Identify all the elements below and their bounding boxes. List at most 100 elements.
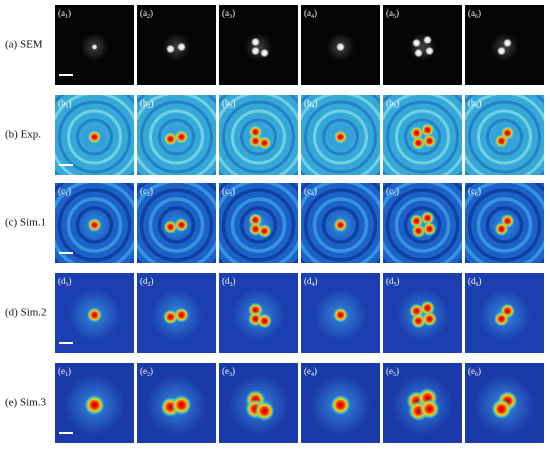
image-content xyxy=(68,289,121,341)
panel-label: (b6) xyxy=(468,98,482,110)
image-content xyxy=(137,183,216,263)
panel-label-main: (e xyxy=(58,366,65,376)
panel-label-main: (a xyxy=(304,8,311,18)
panel-label-main: (c xyxy=(304,186,311,196)
fringe-ring xyxy=(75,206,114,244)
fringe-ring xyxy=(485,206,524,244)
hotspot xyxy=(174,130,189,144)
panel-label-close: ) xyxy=(314,8,317,18)
panel-label: (d2) xyxy=(140,276,154,288)
row-label: (c) Sim.1 xyxy=(5,217,46,229)
image-content xyxy=(232,289,285,341)
fringe-ring xyxy=(403,206,442,244)
image-content xyxy=(80,33,109,61)
panel-label-sub: 3 xyxy=(229,372,232,378)
fringe-ring xyxy=(303,188,378,262)
particle xyxy=(260,48,269,58)
image-content xyxy=(408,33,437,61)
panel-image: (b5) xyxy=(383,95,462,175)
fringe-ring xyxy=(394,197,451,253)
panel-label-close: ) xyxy=(69,98,72,108)
panel-image: (c1) xyxy=(55,183,134,263)
panel-row: (a) SEM(a1) (a2) (a3) (a4) (a5) (a6) xyxy=(5,5,544,85)
panel-image: (b4) xyxy=(301,95,380,175)
hotspot xyxy=(87,218,102,232)
particle xyxy=(166,44,175,54)
hotspot xyxy=(491,399,512,419)
panel-label-sub: 1 xyxy=(65,372,68,378)
hotspot xyxy=(333,218,348,232)
panel-label-close: ) xyxy=(478,366,481,376)
fringe-ring xyxy=(467,188,542,262)
image-content xyxy=(55,183,134,263)
hotspot xyxy=(254,401,275,421)
panel-label: (b1) xyxy=(58,98,72,110)
panel-label-main: (c xyxy=(468,186,475,196)
fringe-ring xyxy=(468,100,541,174)
panel-label: (d6) xyxy=(468,276,482,288)
panel-label-sub: 2 xyxy=(148,282,151,288)
panel-label: (a1) xyxy=(58,8,71,20)
image-content xyxy=(478,289,531,341)
hotspot xyxy=(422,311,437,327)
fringe-ring xyxy=(313,109,368,165)
panel-label-main: (a xyxy=(468,8,475,18)
particle xyxy=(336,42,345,52)
panel-label-close: ) xyxy=(479,276,482,286)
panel-label-close: ) xyxy=(396,186,399,196)
panel-label-main: (b xyxy=(58,98,66,108)
panel-label-sub: 5 xyxy=(393,14,396,20)
panel-label-main: (c xyxy=(140,186,147,196)
panel-image: (a5) xyxy=(383,5,462,85)
fringe-ring xyxy=(385,188,460,262)
image-content xyxy=(301,95,380,175)
panel-label-sub: 5 xyxy=(393,372,396,378)
panel-label-main: (b xyxy=(304,98,312,108)
panel-image: (b1) xyxy=(55,95,134,175)
panel-label-sub: 3 xyxy=(230,104,233,110)
particle xyxy=(503,38,512,48)
panel-label-main: (e xyxy=(304,366,311,376)
panel-row: (e) Sim.3(e1) (e2) (e3) (e4) (e5) (e6) xyxy=(5,363,544,443)
panel-label-sub: 5 xyxy=(393,192,396,198)
panel-image: (c5) xyxy=(383,183,462,263)
fringe-ring xyxy=(240,118,277,156)
hotspot xyxy=(420,211,435,225)
panel-row: (d) Sim.2(d1) (d2) (d3) (d4) (d5) (d6) xyxy=(5,273,544,353)
panel-label-close: ) xyxy=(315,276,318,286)
panel-label-main: (d xyxy=(58,276,66,286)
panel-row: (c) Sim.1(c1) (c2) (c3) (c4) (c5) (c6) xyxy=(5,183,544,263)
panel-label-sub: 1 xyxy=(65,192,68,198)
panel-label-sub: 2 xyxy=(148,104,151,110)
panel-label-main: (c xyxy=(222,186,229,196)
fringe-ring xyxy=(230,197,287,253)
panel-label-main: (e xyxy=(468,366,475,376)
particle xyxy=(177,42,186,52)
panel-label-main: (d xyxy=(222,276,230,286)
fringe-ring xyxy=(322,118,359,156)
panel-label-sub: 3 xyxy=(229,14,232,20)
image-content xyxy=(219,183,298,263)
panel-label-main: (b xyxy=(386,98,394,108)
panel-label: (d5) xyxy=(386,276,400,288)
panel-label: (a5) xyxy=(386,8,399,20)
panel-label-sub: 6 xyxy=(476,282,479,288)
hotspot xyxy=(174,307,189,323)
panel-image: (a4) xyxy=(301,5,380,85)
image-content xyxy=(383,183,462,263)
image-content xyxy=(244,33,273,61)
hotspot xyxy=(333,130,348,144)
panel-label: (a2) xyxy=(140,8,153,20)
fringe-ring xyxy=(139,188,214,262)
panel-label: (c2) xyxy=(140,186,153,198)
panel-label-main: (c xyxy=(58,186,65,196)
image-content xyxy=(326,33,355,61)
fringe-ring xyxy=(58,100,131,174)
hotspot xyxy=(420,123,435,137)
fringe-ring xyxy=(67,109,122,165)
panel-label-close: ) xyxy=(150,366,153,376)
panel-label: (e2) xyxy=(140,366,153,378)
panel-label-close: ) xyxy=(396,366,399,376)
image-content xyxy=(465,95,544,175)
image-content xyxy=(314,289,367,341)
